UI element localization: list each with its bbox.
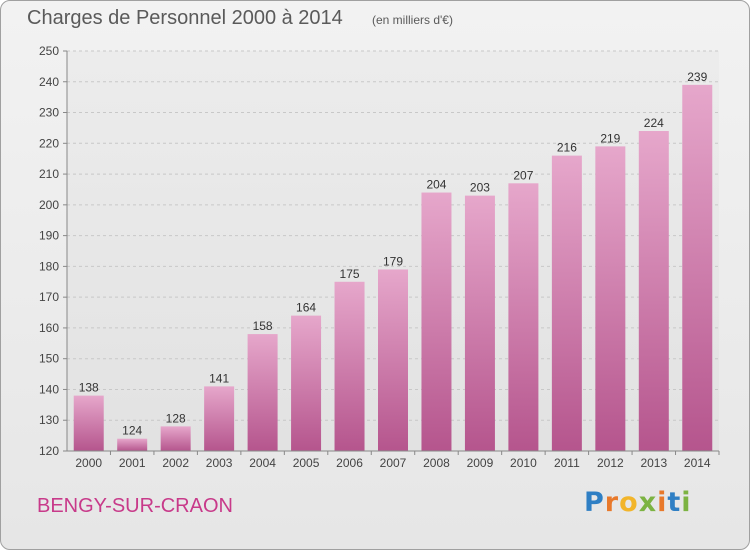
bar	[291, 315, 322, 451]
commune-name: BENGY-SUR-CRAON	[37, 495, 233, 517]
x-tick-label: 2007	[380, 456, 407, 470]
bar	[638, 131, 669, 451]
x-tick-label: 2009	[467, 456, 494, 470]
x-tick-label: 2013	[640, 456, 667, 470]
logo-letter: i	[657, 487, 668, 518]
bar	[117, 438, 148, 451]
logo-letter: i	[681, 487, 692, 518]
bar-value-label: 128	[166, 411, 186, 425]
bar	[73, 395, 104, 451]
bar	[551, 155, 582, 451]
x-tick-label: 2012	[597, 456, 624, 470]
bar	[247, 334, 278, 451]
x-tick-label: 2003	[206, 456, 233, 470]
bar	[464, 195, 495, 451]
bar	[595, 146, 626, 451]
x-tick-label: 2011	[554, 456, 580, 470]
x-tick-label: 2014	[684, 456, 711, 470]
bar-value-label: 207	[513, 168, 533, 182]
y-tick-label: 220	[39, 136, 59, 150]
y-tick-label: 190	[39, 229, 59, 243]
bar	[508, 183, 539, 452]
y-tick-label: 200	[39, 198, 59, 212]
x-tick-label: 2001	[119, 456, 146, 470]
x-tick-label: 2004	[249, 456, 276, 470]
y-tick-label: 170	[39, 290, 59, 304]
logo-letter: r	[604, 487, 620, 518]
bar	[682, 84, 713, 451]
bar-value-label: 239	[687, 70, 707, 84]
x-tick-label: 2008	[423, 456, 450, 470]
logo-letter: P	[584, 487, 605, 518]
bar-value-label: 141	[209, 371, 229, 385]
proxiti-logo: Proxiti	[584, 487, 692, 518]
logo-letter: t	[667, 487, 682, 518]
bar-value-label: 224	[644, 116, 664, 130]
y-tick-label: 250	[39, 44, 59, 58]
bar-value-label: 179	[383, 254, 403, 268]
x-tick-label: 2010	[510, 456, 537, 470]
bar	[421, 192, 452, 452]
x-tick-label: 2000	[75, 456, 102, 470]
bar-value-label: 158	[253, 319, 273, 333]
bar	[378, 269, 408, 451]
y-tick-label: 140	[39, 382, 59, 396]
y-tick-label: 160	[39, 321, 59, 335]
logo-letter: o	[619, 487, 639, 518]
bar	[160, 426, 191, 451]
bar-value-label: 138	[79, 381, 99, 395]
logo-letter: x	[638, 487, 658, 518]
bar-value-label: 164	[296, 301, 316, 315]
x-tick-label: 2005	[293, 456, 320, 470]
y-tick-label: 150	[39, 352, 59, 366]
chart-subtitle: (en milliers d'€)	[372, 13, 453, 27]
x-tick-label: 2006	[336, 456, 363, 470]
bar-value-label: 204	[426, 178, 446, 192]
chart-title: Charges de Personnel 2000 à 2014	[27, 7, 343, 29]
bar-value-label: 124	[122, 424, 142, 438]
bar-value-label: 175	[340, 267, 360, 281]
bar	[204, 386, 235, 451]
bar	[334, 281, 365, 451]
y-tick-label: 180	[39, 259, 59, 273]
bar-value-label: 203	[470, 181, 490, 195]
bar-value-label: 216	[557, 141, 577, 155]
x-tick-label: 2002	[162, 456, 189, 470]
y-tick-label: 240	[39, 75, 59, 89]
y-tick-label: 130	[39, 413, 59, 427]
y-tick-label: 230	[39, 106, 59, 120]
bar-value-label: 219	[600, 131, 620, 145]
y-tick-label: 120	[39, 444, 59, 458]
y-tick-label: 210	[39, 167, 59, 181]
